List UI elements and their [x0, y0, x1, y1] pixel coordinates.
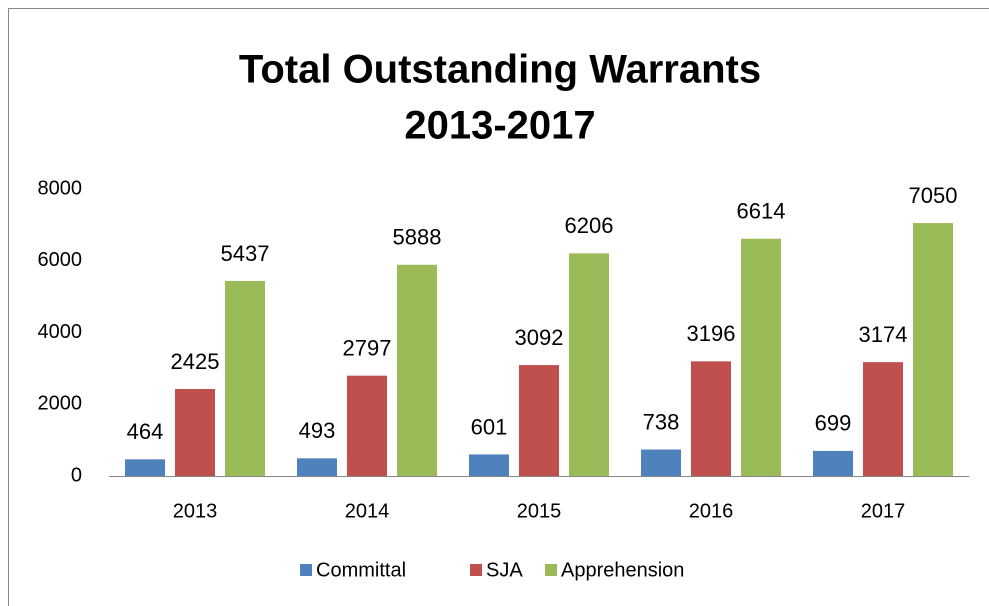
data-label: 699	[815, 411, 852, 436]
data-label: 464	[127, 419, 164, 444]
data-label: 738	[643, 409, 680, 434]
x-tick-label: 2013	[173, 500, 218, 522]
x-tick-label: 2015	[517, 500, 562, 522]
bar	[741, 238, 781, 476]
y-tick-label: 4000	[38, 321, 83, 343]
legend-swatch	[300, 564, 312, 576]
legend-label: Apprehension	[561, 559, 684, 581]
y-tick-label: 8000	[38, 177, 83, 199]
bar	[347, 375, 387, 476]
y-tick-label: 2000	[38, 393, 83, 415]
chart-title: 2013-2017	[404, 104, 595, 148]
data-label: 7050	[909, 183, 958, 208]
bar	[125, 459, 165, 476]
data-label: 6614	[737, 199, 786, 224]
y-tick-label: 0	[71, 464, 82, 486]
legend-label: SJA	[486, 559, 523, 581]
data-label: 2425	[171, 349, 220, 374]
bar	[569, 253, 609, 476]
data-label: 3196	[687, 321, 736, 346]
bar	[225, 280, 265, 476]
chart-title: Total Outstanding Warrants	[239, 48, 761, 92]
data-label: 3174	[859, 322, 908, 347]
data-label: 3092	[515, 325, 564, 350]
bar	[813, 450, 853, 476]
legend-swatch	[470, 564, 482, 576]
bar	[913, 223, 953, 476]
bar	[641, 449, 681, 476]
x-tick-label: 2014	[345, 500, 390, 522]
bar	[691, 361, 731, 476]
bar	[519, 365, 559, 476]
x-tick-label: 2016	[689, 500, 734, 522]
data-label: 601	[471, 414, 508, 439]
legend-swatch	[545, 564, 557, 576]
data-label: 2797	[343, 335, 392, 360]
x-tick-label: 2017	[861, 500, 906, 522]
bar	[175, 389, 215, 476]
data-label: 6206	[565, 213, 614, 238]
legend-label: Committal	[316, 559, 406, 581]
data-label: 5888	[393, 225, 442, 250]
data-label: 493	[299, 418, 336, 443]
data-label: 5437	[221, 241, 270, 266]
chart-border	[8, 8, 989, 606]
bar	[397, 264, 437, 476]
y-tick-label: 6000	[38, 249, 83, 271]
bar	[297, 458, 337, 476]
bar	[863, 362, 903, 476]
bar	[469, 454, 509, 476]
